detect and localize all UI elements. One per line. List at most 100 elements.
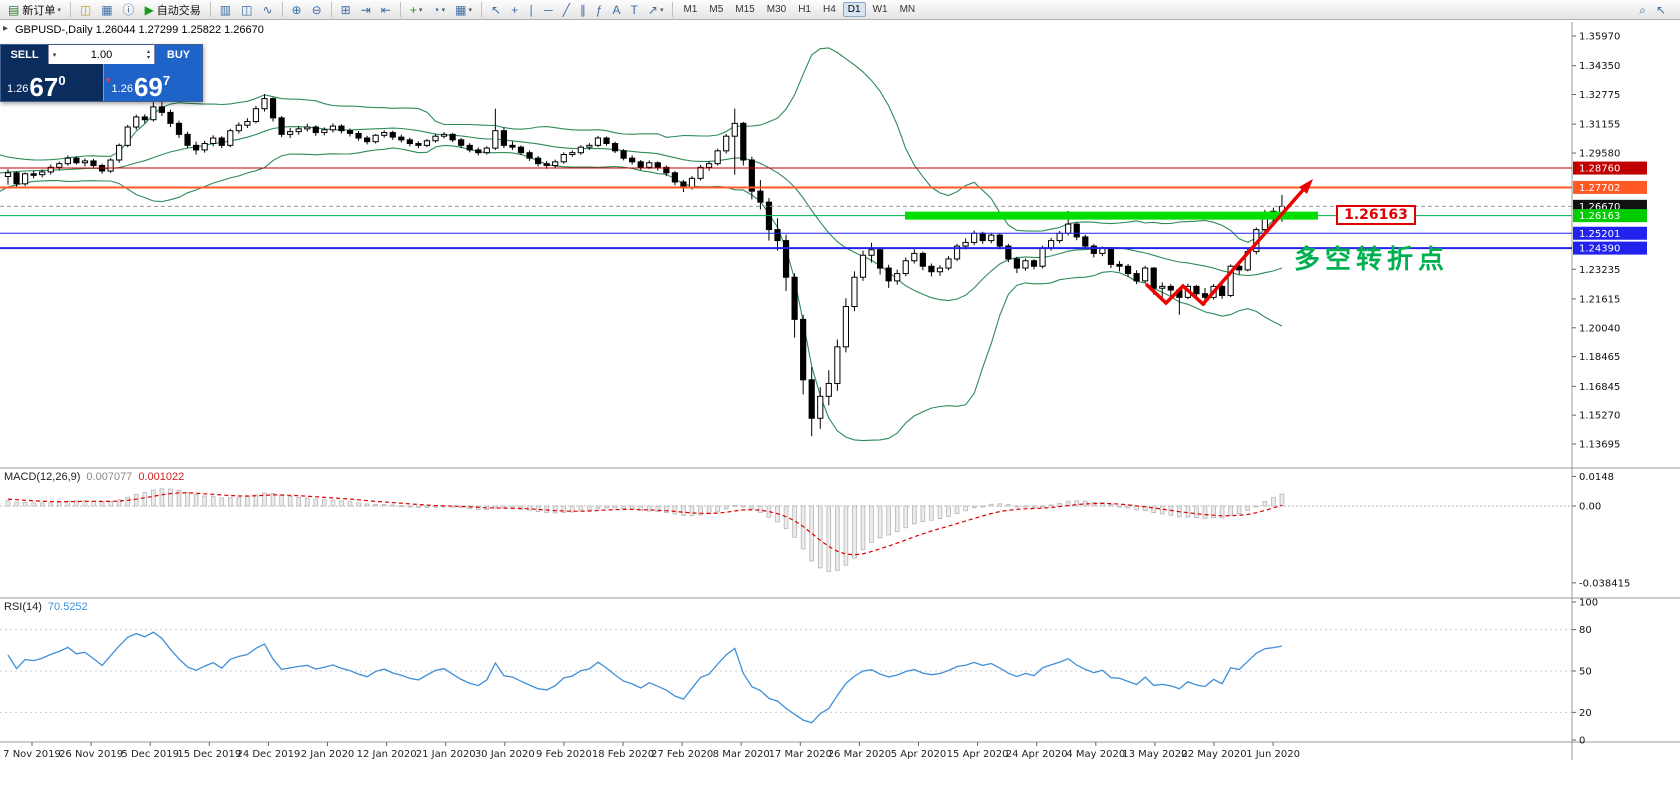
info-icon[interactable]: ⓘ bbox=[119, 0, 139, 19]
support-level-label[interactable]: 1.26163 bbox=[1336, 205, 1416, 225]
auto-scroll-icon[interactable]: ⇥ bbox=[357, 0, 375, 19]
price-axis-label: 1.15270 bbox=[1579, 411, 1620, 422]
price-axis-label: 1.16845 bbox=[1579, 382, 1620, 393]
toolbar-separator bbox=[330, 2, 332, 17]
autotrading-button[interactable]: ▶ 自动交易 bbox=[141, 0, 205, 19]
templates-icon-glyph: ▦ bbox=[455, 2, 467, 17]
new-order-glyph: ▤ bbox=[8, 2, 20, 17]
timeframe-m1[interactable]: M1 bbox=[683, 4, 698, 15]
volume-value[interactable]: 1.00 bbox=[90, 48, 113, 61]
chart-shift-icon[interactable]: ⇤ bbox=[377, 0, 395, 19]
timeframe-w1[interactable]: W1 bbox=[872, 4, 888, 15]
rsi-title: RSI(14) bbox=[4, 601, 42, 613]
one-click-collapse-arrow[interactable]: ▸ bbox=[3, 23, 9, 34]
date-axis-label: 4 May 2020 bbox=[1066, 749, 1125, 760]
pointer-tool-icon[interactable]: ↖ bbox=[1655, 2, 1666, 17]
date-axis-label: 13 May 2020 bbox=[1122, 749, 1187, 760]
one-click-trading-panel: SELL ▾ 1.00 ▴ ▾ BUY 1.26 67 0 ▾ 1.26 69 bbox=[0, 44, 203, 102]
line-chart-icon[interactable]: ∿ bbox=[258, 0, 276, 19]
price-tag-label: 1.26163 bbox=[1579, 211, 1620, 222]
toolbar-separator bbox=[281, 2, 283, 17]
vertical-line-icon[interactable]: ∣ bbox=[524, 0, 538, 19]
date-axis-label: 22 May 2020 bbox=[1181, 749, 1246, 760]
price-axis-label: 1.13695 bbox=[1579, 440, 1620, 451]
trend-arrow[interactable] bbox=[1144, 188, 1305, 307]
chart-area: 1.35970 1.34350 1.32775 1.31155 1.29580 1.232… bbox=[0, 20, 1680, 807]
new-order-button-label: 新订单 bbox=[22, 4, 56, 17]
sell-button[interactable]: SELL bbox=[1, 45, 48, 64]
date-axis-label: 26 Nov 2019 bbox=[59, 749, 123, 760]
rsi-line bbox=[7, 631, 1283, 724]
macd-indicator-label: MACD(12,26,9) 0.007077 0.001022 bbox=[4, 471, 184, 483]
crosshair-icon[interactable]: + bbox=[507, 0, 522, 19]
rsi-axis-label: 80 bbox=[1579, 625, 1592, 636]
ask-price[interactable]: ▾ 1.26 69 7 bbox=[103, 64, 202, 101]
rsi-axis-label: 100 bbox=[1579, 598, 1598, 609]
search-icon[interactable]: ⌕ bbox=[1639, 2, 1646, 17]
autotrading-glyph: ▶ bbox=[144, 2, 154, 17]
ask-price-big: 69 bbox=[133, 72, 163, 102]
periods-icon[interactable]: ◔ ▾ bbox=[428, 0, 449, 19]
bid-price[interactable]: 1.26 67 0 bbox=[1, 64, 103, 101]
dropdown-caret-icon[interactable]: ▾ bbox=[441, 6, 446, 14]
timeframe-mn[interactable]: MN bbox=[899, 4, 916, 15]
volume-dropdown-caret[interactable]: ▾ bbox=[52, 51, 57, 59]
bar-chart-icon[interactable]: ▥ bbox=[216, 0, 235, 19]
buy-button[interactable]: BUY bbox=[155, 45, 202, 64]
fibonacci-icon[interactable]: ƒ bbox=[592, 0, 607, 19]
arrows-icon[interactable]: ↗ ▾ bbox=[644, 0, 668, 19]
date-axis-label: 27 Feb 2020 bbox=[651, 749, 713, 760]
data-window-icon[interactable]: ▦ bbox=[97, 0, 116, 19]
price-tag-label: 1.26670 bbox=[1579, 202, 1620, 213]
cursor-icon[interactable]: ↖ bbox=[487, 0, 505, 19]
indicators-icon[interactable]: + ▾ bbox=[406, 0, 427, 19]
volume-field[interactable]: ▾ 1.00 ▴ ▾ bbox=[48, 45, 155, 64]
candles-layer bbox=[4, 93, 1286, 437]
dropdown-caret-icon[interactable]: ▾ bbox=[418, 6, 423, 14]
tile-windows-icon[interactable]: ⊞ bbox=[337, 0, 355, 19]
new-order-button[interactable]: ▤ 新订单 ▾ bbox=[4, 0, 65, 19]
channel-icon[interactable]: ∥ bbox=[576, 0, 590, 19]
candlestick-chart-icon[interactable]: ◫ bbox=[237, 0, 256, 19]
timeframe-m15[interactable]: M15 bbox=[735, 4, 755, 15]
price-axis-label: 1.29580 bbox=[1579, 149, 1620, 160]
zoom-in-icon[interactable]: ⊕ bbox=[288, 0, 306, 19]
price-tag bbox=[1573, 180, 1647, 194]
dropdown-caret-icon[interactable]: ▾ bbox=[468, 6, 473, 14]
dropdown-caret-icon[interactable]: ▾ bbox=[659, 6, 664, 14]
trendline-icon[interactable]: ╱ bbox=[559, 0, 574, 19]
horizontal-line-icon[interactable]: ─ bbox=[540, 0, 557, 19]
chart-surface[interactable]: 1.35970 1.34350 1.32775 1.31155 1.29580 1.232… bbox=[0, 20, 1680, 807]
text-icon[interactable]: A bbox=[609, 0, 625, 19]
price-tag-label: 1.28760 bbox=[1579, 164, 1620, 175]
date-axis-label: 24 Dec 2019 bbox=[236, 749, 300, 760]
date-axis-label: 2 Jan 2020 bbox=[301, 749, 355, 760]
label-icon[interactable]: T bbox=[627, 0, 642, 19]
autotrading-button-label: 自动交易 bbox=[156, 4, 201, 17]
zoom-out-icon-glyph: ⊖ bbox=[311, 2, 322, 17]
timeframe-m5[interactable]: M5 bbox=[709, 4, 724, 15]
zoom-out-icon[interactable]: ⊖ bbox=[308, 0, 326, 19]
price-tag bbox=[1573, 209, 1647, 223]
templates-icon[interactable]: ▦ ▾ bbox=[451, 0, 476, 19]
volume-spinner[interactable]: ▴ ▾ bbox=[146, 48, 150, 61]
price-tag bbox=[1573, 241, 1647, 255]
date-axis-label: 7 Nov 2019 bbox=[3, 749, 61, 760]
price-tag-label: 1.25201 bbox=[1579, 229, 1620, 240]
timeframe-h4[interactable]: H4 bbox=[822, 4, 836, 15]
macd-axis-label: 0.0148 bbox=[1579, 472, 1614, 483]
dropdown-caret-icon[interactable]: ▾ bbox=[57, 6, 61, 14]
ask-price-small: 1.26 bbox=[111, 83, 133, 95]
price-axis-label: 1.31155 bbox=[1579, 120, 1620, 131]
charts-window-icon-glyph: ◫ bbox=[79, 2, 92, 17]
timeframe-d1[interactable]: D1 bbox=[842, 2, 866, 17]
turning-point-annotation[interactable]: 多空转折点 bbox=[1294, 245, 1450, 275]
zoom-in-icon-glyph: ⊕ bbox=[291, 2, 302, 17]
trend-arrow-head[interactable] bbox=[1299, 179, 1313, 194]
price-axis-label: 1.35970 bbox=[1579, 32, 1620, 43]
periods-icon-glyph: ◔ bbox=[432, 2, 440, 17]
charts-window-icon[interactable]: ◫ bbox=[76, 0, 95, 19]
timeframe-h1[interactable]: H1 bbox=[798, 4, 811, 15]
timeframe-m30[interactable]: M30 bbox=[766, 4, 787, 15]
tile-windows-icon-glyph: ⊞ bbox=[340, 2, 351, 17]
